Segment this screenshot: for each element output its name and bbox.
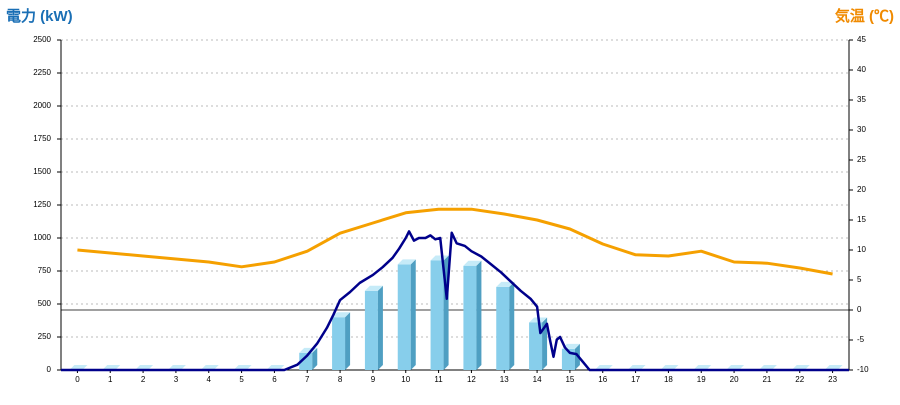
bar-side — [509, 281, 515, 370]
x-tick-label: 20 — [730, 375, 739, 384]
y2-tick-label: -10 — [857, 365, 869, 374]
y-tick-label: 1000 — [33, 233, 51, 242]
y-tick-label: 750 — [38, 266, 52, 275]
y2-tick-label: 35 — [857, 95, 866, 104]
bar-side — [377, 285, 383, 370]
x-tick-label: 18 — [664, 375, 673, 384]
bar-side — [476, 260, 482, 370]
x-tick-label: 6 — [272, 375, 277, 384]
x-tick-label: 8 — [338, 375, 343, 384]
line — [77, 207, 833, 276]
y2-tick-label: 20 — [857, 185, 866, 194]
y-tick-label: 1500 — [33, 167, 51, 176]
y-tick-label: 0 — [47, 365, 52, 374]
line — [61, 230, 849, 372]
x-tick-label: 21 — [762, 375, 771, 384]
y2-tick-label: 40 — [857, 65, 866, 74]
y2-tick-label: 25 — [857, 155, 866, 164]
bar — [332, 317, 346, 370]
x-tick-label: 3 — [174, 375, 179, 384]
x-tick-label: 10 — [401, 375, 410, 384]
x-tick-label: 16 — [598, 375, 607, 384]
x-tick-label: 17 — [631, 375, 640, 384]
y2-tick-label: 15 — [857, 215, 866, 224]
y-tick-label: 2000 — [33, 101, 51, 110]
bar — [463, 265, 477, 370]
x-tick-label: 14 — [533, 375, 542, 384]
bar — [299, 352, 313, 370]
y2-tick-label: 30 — [857, 125, 866, 134]
x-tick-label: 5 — [239, 375, 244, 384]
y-tick-label: 500 — [38, 299, 52, 308]
bar-side — [345, 312, 351, 370]
bar — [496, 286, 510, 370]
x-tick-label: 15 — [565, 375, 574, 384]
y2-tick-label: 10 — [857, 245, 866, 254]
x-tick-label: 0 — [75, 375, 80, 384]
bar — [397, 264, 411, 370]
x-tick-label: 19 — [697, 375, 706, 384]
y2-axis-title: 気温 (℃) — [835, 7, 894, 25]
bar-top — [364, 285, 383, 291]
bar-side — [312, 347, 318, 370]
x-tick-label: 1 — [108, 375, 113, 384]
y-tick-label: 2500 — [33, 35, 51, 44]
y2-tick-label: 0 — [857, 305, 862, 314]
x-tick-label: 9 — [371, 375, 376, 384]
x-tick-label: 12 — [467, 375, 476, 384]
y2-tick-label: -5 — [857, 335, 865, 344]
y2-tick-label: 45 — [857, 35, 866, 44]
x-tick-label: 23 — [828, 375, 837, 384]
bar-side — [410, 259, 416, 370]
x-tick-label: 7 — [305, 375, 310, 384]
x-tick-label: 11 — [434, 375, 443, 384]
x-tick-label: 22 — [795, 375, 804, 384]
bar-top — [496, 281, 515, 287]
y-tick-label: 1250 — [33, 200, 51, 209]
bar-top — [332, 312, 351, 318]
bar-top — [397, 259, 416, 265]
y-tick-label: 250 — [38, 332, 52, 341]
bar-top — [430, 255, 449, 261]
y-tick-label: 2250 — [33, 68, 51, 77]
y-axis-title: 電力 (kW) — [6, 7, 73, 25]
bar — [430, 260, 444, 370]
bar — [364, 290, 378, 370]
x-tick-label: 13 — [500, 375, 509, 384]
x-tick-label: 4 — [207, 375, 212, 384]
bar-top — [463, 260, 482, 266]
x-tick-label: 2 — [141, 375, 146, 384]
y-tick-label: 1750 — [33, 134, 51, 143]
bar — [529, 322, 543, 370]
y2-tick-label: 5 — [857, 275, 862, 284]
